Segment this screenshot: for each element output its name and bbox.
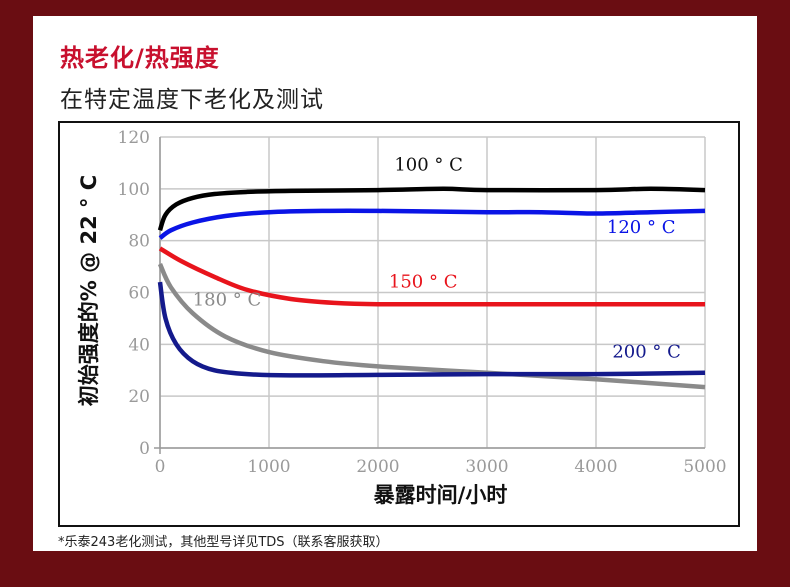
y-tick-label: 60 xyxy=(128,284,150,304)
line-chart: 0 20 40 60 80 100 120 0 1000 2000 3000 4000 5000 暴露时间… xyxy=(77,128,727,507)
x-tick-label: 3000 xyxy=(465,457,508,477)
series-label: 100 ° C xyxy=(394,155,463,176)
content-card: 热老化/热强度 在特定温度下老化及测试 0 20 40 60 80 100 120 0 1000… xyxy=(33,16,757,551)
y-tick-label: 100 xyxy=(118,180,150,200)
series-label: 150 ° C xyxy=(389,271,458,292)
page-title: 热老化/热强度 xyxy=(60,44,220,72)
y-axis-title: 初始强度的% @ 22 ° C xyxy=(77,175,101,406)
x-tick-label: 2000 xyxy=(356,457,399,477)
series-line-200 xyxy=(157,281,706,378)
page-subtitle: 在特定温度下老化及测试 xyxy=(60,87,324,113)
series-line-100 xyxy=(157,186,706,232)
y-tick-label: 40 xyxy=(128,335,150,355)
x-axis-title: 暴露时间/小时 xyxy=(374,483,508,507)
series-label: 200 ° C xyxy=(612,341,681,362)
y-tick-label: 120 xyxy=(118,128,150,148)
series-label: 120 ° C xyxy=(607,217,676,238)
series-line-150 xyxy=(158,246,705,307)
series-line-180 xyxy=(157,263,706,390)
y-tick-label: 0 xyxy=(139,439,150,459)
y-tick-label: 20 xyxy=(128,387,150,407)
chart-frame: 0 20 40 60 80 100 120 0 1000 2000 3000 4000 5000 暴露时间… xyxy=(58,121,740,527)
y-tick-label: 80 xyxy=(128,232,150,252)
series-line-120 xyxy=(158,208,706,240)
x-tick-label: 5000 xyxy=(683,457,726,477)
x-tick-label: 4000 xyxy=(574,457,617,477)
footnote: *乐泰243老化测试，其他型号详见TDS（联系客服获取） xyxy=(58,535,389,550)
x-tick-label: 1000 xyxy=(247,457,290,477)
x-tick-label: 0 xyxy=(155,457,166,477)
series-label: 180 ° C xyxy=(193,289,262,310)
